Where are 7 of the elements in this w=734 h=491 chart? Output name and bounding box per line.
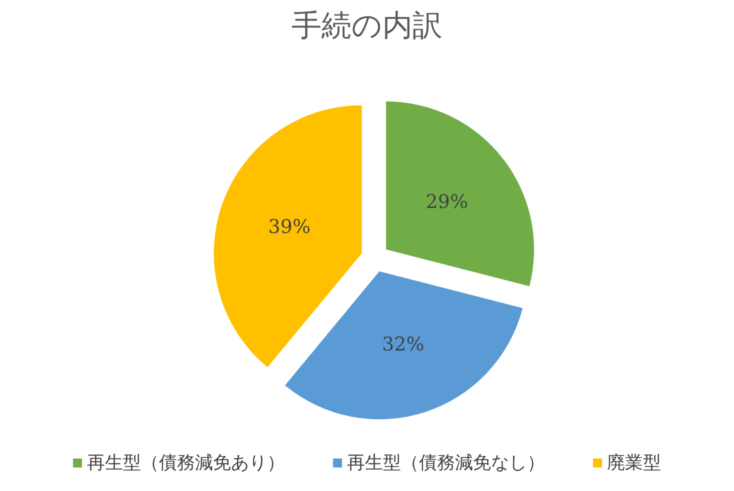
data-label: 29% xyxy=(426,191,468,214)
data-label: 39% xyxy=(268,216,310,238)
legend-label: 廃業型 xyxy=(607,452,661,474)
legend-label: 再生型（債務減免なし） xyxy=(347,452,545,474)
chart-title: 手続の内訳 xyxy=(292,8,442,44)
data-label: 32% xyxy=(382,334,424,356)
legend-label: 再生型（債務減免あり） xyxy=(87,452,285,474)
